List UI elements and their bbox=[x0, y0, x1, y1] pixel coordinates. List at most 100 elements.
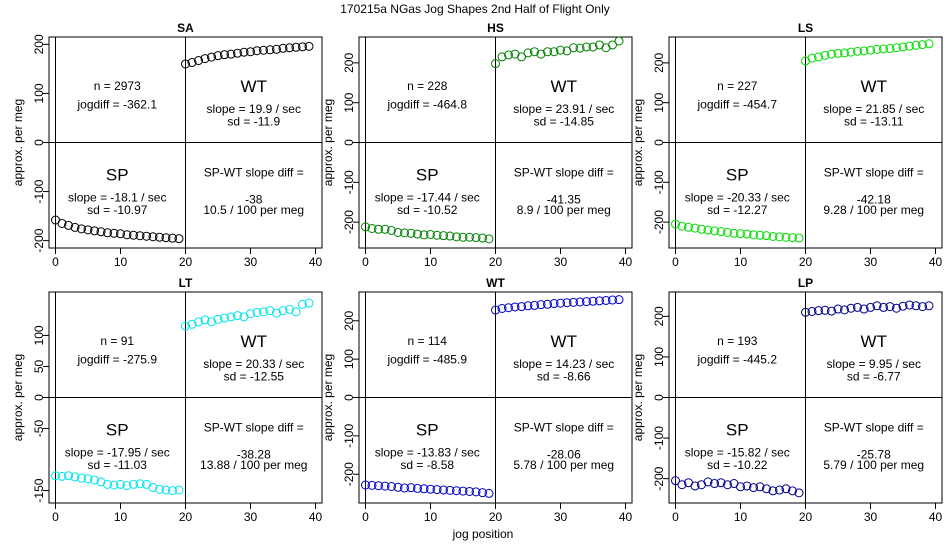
wt-point bbox=[200, 315, 210, 325]
sp-point bbox=[90, 475, 99, 485]
wt-point bbox=[588, 296, 598, 306]
y-tick-label: 0 bbox=[342, 394, 356, 401]
wt-point bbox=[226, 49, 236, 59]
sp-point bbox=[103, 228, 112, 238]
x-tick-label: 20 bbox=[489, 510, 503, 524]
wt-point bbox=[556, 298, 565, 308]
wt-point bbox=[491, 305, 500, 315]
sp-point bbox=[749, 483, 758, 493]
sp-point bbox=[716, 478, 726, 488]
x-tick-label: 40 bbox=[929, 255, 943, 269]
jogdiff-value: jogdiff = -464.8 bbox=[386, 98, 467, 112]
y-axis-label: approx. per meg bbox=[321, 99, 335, 186]
data-series bbox=[671, 300, 934, 498]
wt-slope: slope = 23.91 / sec bbox=[513, 102, 614, 116]
sp-point bbox=[432, 230, 442, 240]
wt-point bbox=[213, 51, 223, 61]
jogdiff-value: jogdiff = -485.9 bbox=[386, 353, 467, 367]
wt-point bbox=[924, 39, 934, 49]
sp-point bbox=[70, 472, 80, 482]
x-axis: 0 10 20 30 40 bbox=[362, 502, 632, 524]
slope-diff-value: -38.28 bbox=[237, 448, 271, 462]
sp-point bbox=[755, 230, 765, 240]
y-tick-label: 0 bbox=[652, 394, 666, 401]
wt-point bbox=[246, 47, 255, 57]
wt-point bbox=[530, 47, 539, 57]
wt-point bbox=[827, 306, 836, 316]
wt-point bbox=[239, 47, 249, 57]
sp-point bbox=[775, 232, 784, 242]
wt-point bbox=[200, 54, 210, 64]
sp-point bbox=[367, 480, 377, 490]
x-tick-label: 0 bbox=[362, 255, 369, 269]
wt-point bbox=[575, 297, 585, 307]
panel-lt: LT 0 10 20 30 40 -150 -50 0 50 100 approx. per meg n… bbox=[11, 276, 323, 524]
wt-point bbox=[820, 50, 830, 60]
y-axis-label: approx. per meg bbox=[631, 99, 645, 186]
sp-point bbox=[426, 484, 435, 494]
wt-label: WT bbox=[551, 332, 577, 351]
sp-slope: slope = -17.44 / sec bbox=[375, 191, 480, 205]
wt-point bbox=[588, 42, 598, 52]
x-tick-label: 40 bbox=[309, 255, 323, 269]
slope-diff-label: SP-WT slope diff = bbox=[824, 420, 924, 434]
sp-point bbox=[367, 223, 377, 233]
wt-slope: slope = 19.9 / sec bbox=[207, 102, 301, 116]
wt-point bbox=[523, 48, 533, 58]
sp-point bbox=[96, 227, 106, 237]
y-tick-label: 0 bbox=[652, 139, 666, 146]
data-series bbox=[51, 298, 314, 496]
sp-point bbox=[677, 480, 687, 490]
slope-diff-rate: 5.78 / 100 per meg bbox=[513, 458, 614, 472]
sp-point bbox=[155, 484, 164, 494]
n-count: n = 91 bbox=[100, 334, 134, 348]
sp-point bbox=[484, 234, 494, 244]
sp-point bbox=[168, 486, 177, 496]
wt-point bbox=[872, 44, 882, 54]
x-axis: 0 10 20 30 40 bbox=[52, 502, 323, 524]
sp-point bbox=[788, 486, 797, 496]
y-tick-label: 200 bbox=[342, 53, 356, 73]
wt-point bbox=[194, 317, 203, 327]
y-axis-label: approx. per meg bbox=[631, 354, 645, 441]
sp-label: SP bbox=[726, 420, 749, 439]
wt-sd: sd = -12.55 bbox=[224, 370, 285, 384]
y-axis-label: approx. per meg bbox=[11, 99, 25, 186]
wt-point bbox=[911, 40, 921, 50]
sp-point bbox=[794, 233, 804, 243]
wt-point bbox=[497, 52, 507, 62]
y-tick-label: 100 bbox=[342, 349, 356, 369]
sp-point bbox=[775, 485, 784, 495]
wt-point bbox=[285, 304, 294, 314]
y-tick-label: 0 bbox=[342, 139, 356, 146]
x-axis-label: jog position bbox=[452, 527, 514, 541]
sp-point bbox=[393, 482, 403, 492]
wt-point bbox=[608, 295, 617, 305]
wt-sd: sd = -14.85 bbox=[534, 115, 595, 129]
wt-point bbox=[608, 40, 617, 50]
sp-point bbox=[432, 485, 442, 495]
wt-point bbox=[556, 45, 565, 55]
sp-point bbox=[458, 232, 468, 242]
y-axis: -200 -100 0 100 200 bbox=[652, 53, 670, 234]
x-tick-label: 20 bbox=[799, 510, 813, 524]
wt-label: WT bbox=[861, 332, 887, 351]
wt-point bbox=[866, 302, 875, 312]
n-count: n = 227 bbox=[717, 79, 758, 93]
wt-point bbox=[549, 299, 559, 309]
sp-point bbox=[103, 479, 112, 489]
y-tick-label: -50 bbox=[32, 420, 46, 438]
sp-point bbox=[116, 229, 125, 239]
n-count: n = 228 bbox=[407, 79, 448, 93]
sp-point bbox=[174, 485, 184, 495]
wt-point bbox=[879, 44, 888, 54]
wt-point bbox=[814, 306, 823, 316]
sp-point bbox=[677, 221, 687, 231]
x-tick-label: 40 bbox=[309, 510, 323, 524]
sp-point bbox=[723, 227, 732, 237]
x-tick-label: 30 bbox=[864, 255, 878, 269]
wt-point bbox=[562, 298, 572, 308]
wt-point bbox=[220, 50, 229, 60]
wt-label: WT bbox=[551, 77, 577, 96]
wt-slope: slope = 9.95 / sec bbox=[827, 357, 921, 371]
